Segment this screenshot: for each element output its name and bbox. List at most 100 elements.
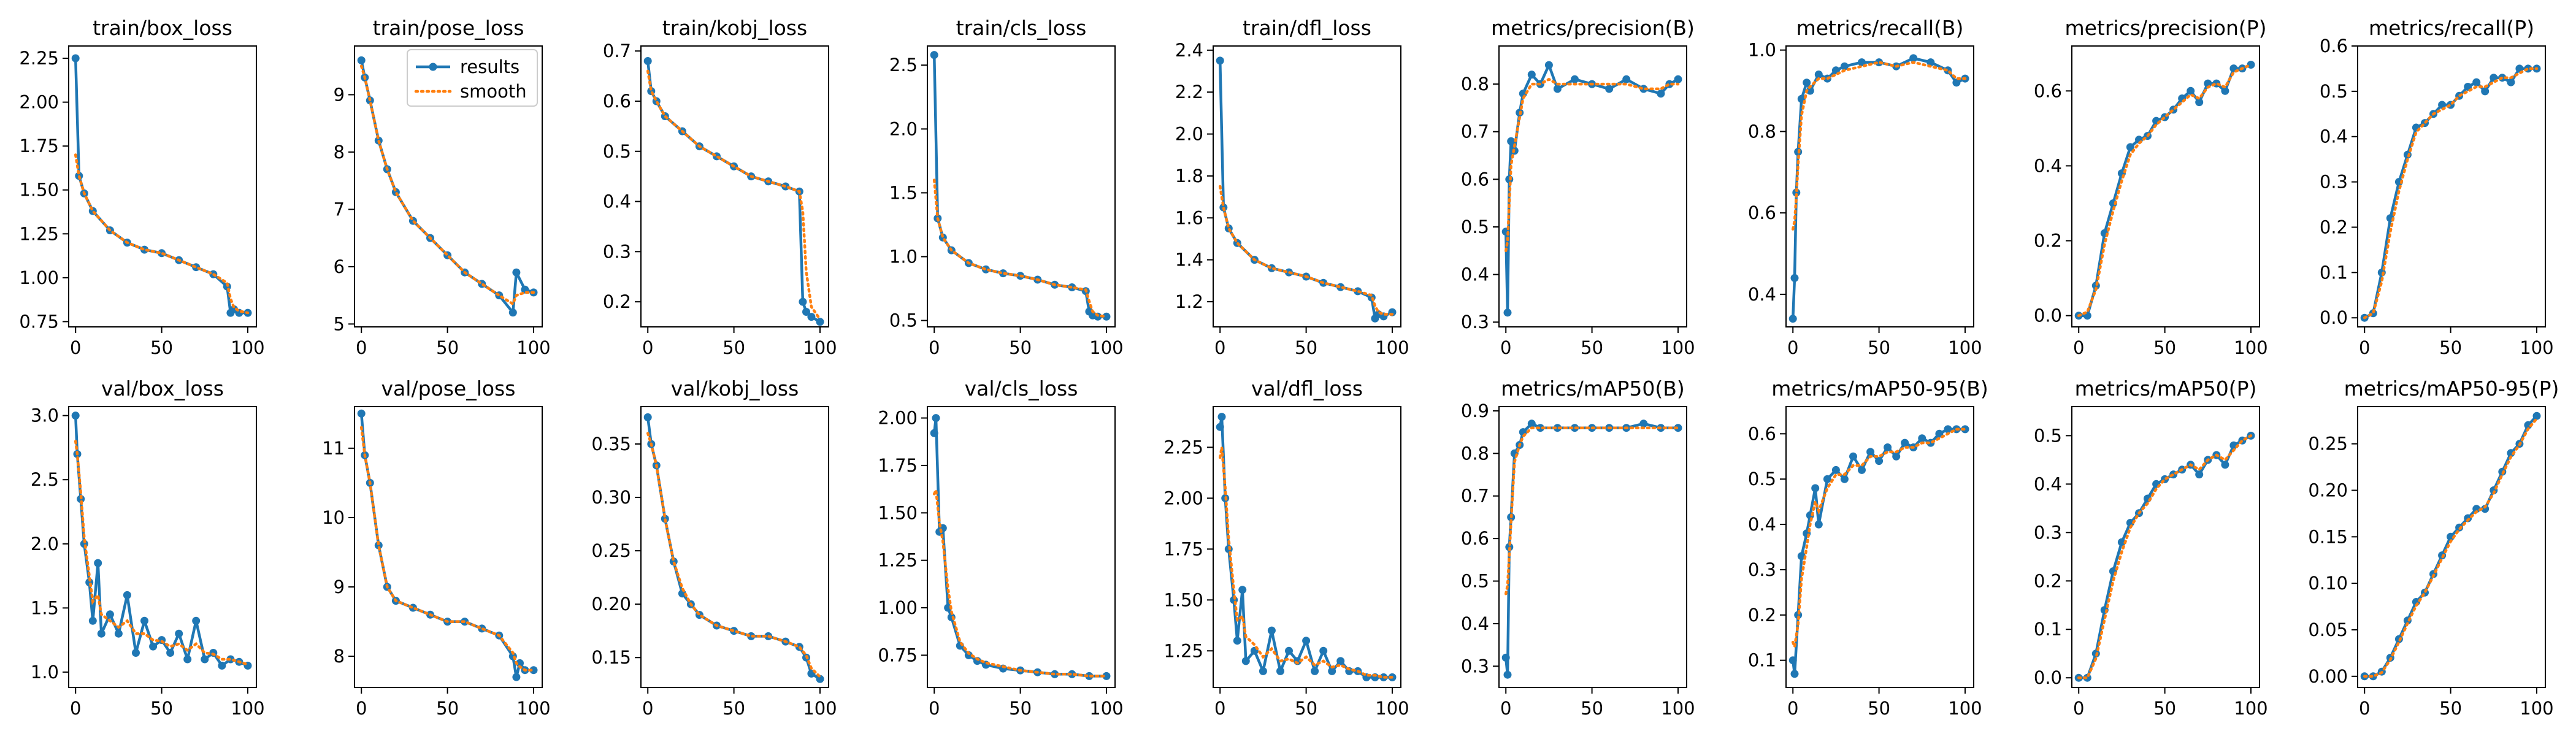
subplot-title: val/pose_loss (381, 377, 516, 400)
y-tick-label: 3.0 (31, 405, 59, 426)
results-point (799, 297, 807, 306)
results-point (2221, 86, 2229, 95)
results-point (1806, 86, 1814, 95)
x-tick-label: 100 (1375, 337, 1409, 358)
y-tick-label: 1.5 (889, 182, 918, 203)
results-point (2195, 470, 2204, 479)
y-tick-label: 8 (334, 646, 345, 667)
axes-frame (1785, 406, 1974, 688)
results-point (1336, 657, 1345, 665)
y-tick-label: 0.3 (1748, 559, 1776, 580)
subplot-15: metrics/mAP50(B) 0 50 100 0.3 0.4 0.5 0.6 0.7 0.8… (1461, 377, 1695, 719)
y-tick-label: 1.00 (878, 597, 918, 618)
results-point (1241, 657, 1250, 665)
x-tick-label: 0 (642, 698, 653, 719)
results-line (646, 417, 821, 681)
plot-area (1216, 56, 1397, 323)
subplot-1: train/box_loss 0 50 100 0.75 1.00 1.25 1.50 1.75… (19, 16, 264, 358)
results-point (1622, 75, 1631, 83)
y-tick-label: 1.25 (878, 550, 918, 571)
y-tick-label: 0.6 (1461, 169, 1489, 190)
subplot-10: val/box_loss 0 50 100 1.0 1.5 2.0 2.5 3.0 (31, 377, 265, 719)
axes-frame (1213, 406, 1401, 688)
results-point (2187, 86, 2195, 95)
results-point (123, 591, 131, 599)
results-point (930, 51, 938, 59)
x-tick-label: 100 (2234, 337, 2267, 358)
smooth-line (646, 432, 822, 678)
results-point (1328, 667, 1336, 675)
results-point (2447, 532, 2455, 541)
smooth-line (932, 484, 1108, 678)
results-point (1503, 670, 1512, 679)
results-line (74, 415, 248, 667)
results-point (374, 541, 383, 549)
y-tick-label: 7 (334, 199, 345, 220)
x-tick-label: 100 (231, 337, 264, 358)
subplot-13: val/cls_loss 0 50 100 0.75 1.00 1.25 1.50 1.75 2.… (878, 377, 1123, 719)
y-tick-label: 1.75 (19, 136, 59, 156)
y-tick-label: 0.4 (1461, 613, 1489, 634)
results-point (1918, 434, 1926, 443)
results-point (2221, 461, 2229, 469)
results-point (1527, 71, 1536, 79)
y-tick-label: 0.3 (1461, 312, 1489, 332)
results-point (1267, 626, 1276, 635)
x-tick-label: 0 (929, 337, 940, 358)
y-tick-label: 0.5 (1461, 571, 1489, 592)
plot-area (1501, 419, 1682, 679)
subplot-6: metrics/precision(B) 0 50 100 0.3 0.4 0.5 0.6 0.… (1461, 16, 1695, 358)
x-tick-label: 100 (803, 698, 837, 719)
results-point (1674, 75, 1682, 83)
y-tick-label: 1.00 (19, 267, 59, 288)
y-tick-label: 0.0 (2034, 305, 2062, 326)
y-tick-label: 1.75 (1163, 538, 1203, 559)
results-line (74, 58, 248, 315)
results-point (1085, 672, 1094, 680)
x-tick-label: 0 (642, 337, 653, 358)
results-point (192, 616, 201, 625)
axes-frame (2357, 45, 2546, 327)
y-tick-label: 0.20 (2308, 480, 2348, 500)
x-tick-label: 0 (2073, 698, 2084, 719)
x-tick-label: 0 (929, 698, 940, 719)
y-tick-label: 2.0 (1175, 124, 1203, 145)
results-point (643, 57, 652, 65)
y-tick-label: 0.5 (1461, 216, 1489, 237)
subplot-title: metrics/precision(B) (1491, 16, 1695, 40)
plot-area (643, 413, 824, 683)
x-tick-label: 0 (1787, 337, 1798, 358)
results-point (1276, 667, 1284, 675)
x-tick-label: 0 (356, 337, 367, 358)
x-tick-label: 50 (1295, 337, 1317, 358)
plot-area (2360, 412, 2541, 681)
y-tick-label: 1.2 (1175, 291, 1203, 312)
results-point (1803, 78, 1811, 87)
results-point (1866, 448, 1875, 456)
results-point (1319, 646, 1328, 655)
results-point (1102, 672, 1111, 680)
x-tick-label: 100 (1948, 698, 1982, 719)
subplot-title: val/kobj_loss (671, 377, 799, 400)
y-tick-label: 9 (334, 576, 345, 597)
results-point (357, 409, 366, 418)
y-tick-label: 0.4 (2320, 126, 2348, 147)
subplot-title: metrics/recall(P) (2369, 16, 2534, 40)
plot-area (2360, 64, 2541, 322)
axes-frame (1498, 45, 1687, 327)
axes-frame (2071, 45, 2260, 327)
subplot-title: metrics/mAP50(B) (1501, 377, 1685, 400)
y-tick-label: 0.4 (1461, 264, 1489, 285)
subplot-12: val/kobj_loss 0 50 100 0.15 0.20 0.25 0.30 0.35 (591, 377, 837, 719)
results-point (1840, 62, 1849, 71)
y-tick-label: 2.2 (1175, 82, 1203, 102)
subplot-14: val/dfl_loss 0 50 100 1.25 1.50 1.75 2.00 2.25 (1163, 377, 1409, 719)
axes-frame (354, 45, 543, 327)
results-point (1657, 90, 1665, 98)
subplot-title: train/box_loss (93, 16, 232, 40)
subplot-5: train/dfl_loss 0 50 100 1.2 1.4 1.6 1.8 2.0 2.2 2.… (1175, 16, 1409, 358)
plot-area (71, 412, 252, 670)
results-point (2126, 143, 2134, 151)
y-tick-label: 0.4 (1748, 284, 1776, 305)
